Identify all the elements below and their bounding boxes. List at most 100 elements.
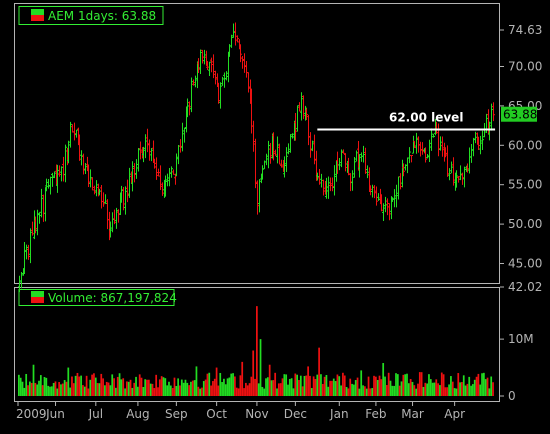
x-tick-label: Mar: [401, 407, 424, 421]
volume-bar: [349, 378, 352, 396]
volume-bar: [400, 381, 403, 396]
volume-bar: [36, 384, 39, 396]
volume-bar: [461, 382, 463, 396]
volume-bar: [204, 379, 207, 396]
volume-bar: [492, 382, 494, 396]
volume-bar: [404, 374, 407, 396]
volume-bar: [65, 381, 68, 396]
volume-bar: [43, 377, 46, 396]
volume-bar: [32, 364, 35, 396]
volume-bar: [470, 385, 472, 396]
volume-bar: [310, 388, 313, 396]
volume-bar: [39, 375, 42, 396]
volume-bar: [180, 379, 183, 396]
volume-bar: [83, 386, 86, 396]
price-bar: [91, 177, 94, 191]
x-tick-label: Apr: [444, 407, 465, 421]
price-bar: [470, 143, 473, 163]
volume-bar: [52, 382, 55, 396]
price-bar: [384, 196, 387, 213]
volume-bar: [407, 383, 410, 396]
volume-bar: [45, 377, 48, 396]
volume-bar: [126, 381, 128, 396]
price-bar: [366, 165, 369, 179]
price-bar: [430, 128, 433, 151]
volume-bar: [127, 381, 130, 396]
volume-bar: [131, 387, 134, 396]
last-price-marker: 63.88: [501, 106, 537, 122]
volume-bar: [191, 380, 194, 396]
price-bar: [168, 167, 171, 187]
price-bar: [175, 153, 178, 176]
price-bar: [84, 162, 87, 175]
price-bar: [102, 192, 105, 207]
price-bar: [468, 147, 471, 174]
volume-bar: [351, 383, 353, 396]
price-bar: [373, 185, 376, 199]
volume-bar: [28, 381, 31, 396]
volume-bar: [243, 388, 245, 396]
price-bar: [424, 147, 427, 163]
x-tick-label: Oct: [206, 407, 227, 421]
volume-bar: [429, 379, 432, 396]
price-bar: [280, 159, 283, 168]
volume-bar: [475, 376, 478, 396]
volume-bar: [162, 377, 165, 396]
price-bar: [294, 113, 297, 141]
price-bar: [419, 141, 422, 157]
price-bar: [95, 180, 98, 197]
price-bar: [115, 207, 118, 229]
price-bar: [80, 150, 83, 166]
volume-bar: [285, 374, 288, 396]
volume-bar: [226, 378, 229, 396]
price-bar: [492, 102, 495, 122]
price-bar: [304, 105, 307, 121]
volume-bar: [142, 386, 145, 396]
price-bar: [181, 122, 184, 152]
price-panel-frame: [14, 3, 500, 284]
price-bar: [161, 182, 164, 196]
price-bar: [472, 137, 475, 157]
volume-bar: [104, 385, 106, 396]
last-price-box: [501, 106, 537, 122]
volume-bar: [89, 379, 92, 396]
price-bar: [410, 154, 413, 163]
price-bar: [340, 149, 343, 168]
volume-bar: [147, 379, 150, 396]
volume-bar: [402, 374, 405, 396]
price-bar: [459, 165, 462, 181]
volume-bar: [228, 377, 231, 396]
volume-bar: [307, 366, 309, 396]
volume-bar: [279, 383, 282, 396]
volume-bar: [393, 385, 396, 396]
volume-bar: [294, 373, 297, 396]
price-bar: [124, 186, 127, 215]
volume-bar: [186, 382, 189, 396]
volume-bar: [435, 379, 438, 396]
price-bar: [461, 172, 464, 185]
price-bar: [126, 179, 129, 203]
volume-bar: [124, 388, 126, 396]
volume-bar: [354, 380, 357, 396]
price-bar: [64, 144, 67, 183]
volume-bar: [259, 339, 262, 396]
price-bar: [426, 153, 429, 159]
price-bar: [318, 169, 321, 185]
volume-bar: [129, 379, 132, 396]
price-bar: [214, 70, 217, 85]
price-bar: [247, 72, 250, 93]
price-bar: [93, 185, 96, 195]
price-bar: [391, 197, 394, 202]
up-down-swatch-icon: [31, 291, 44, 303]
volume-bar: [254, 378, 256, 396]
volume-bar: [417, 383, 419, 396]
price-bar: [444, 147, 447, 158]
price-bar: [47, 178, 50, 189]
volume-bar: [314, 379, 317, 396]
price-bar: [120, 185, 123, 203]
x-tick-label: Sep: [165, 407, 188, 421]
price-bar: [421, 142, 424, 155]
volume-bars: [18, 306, 494, 396]
